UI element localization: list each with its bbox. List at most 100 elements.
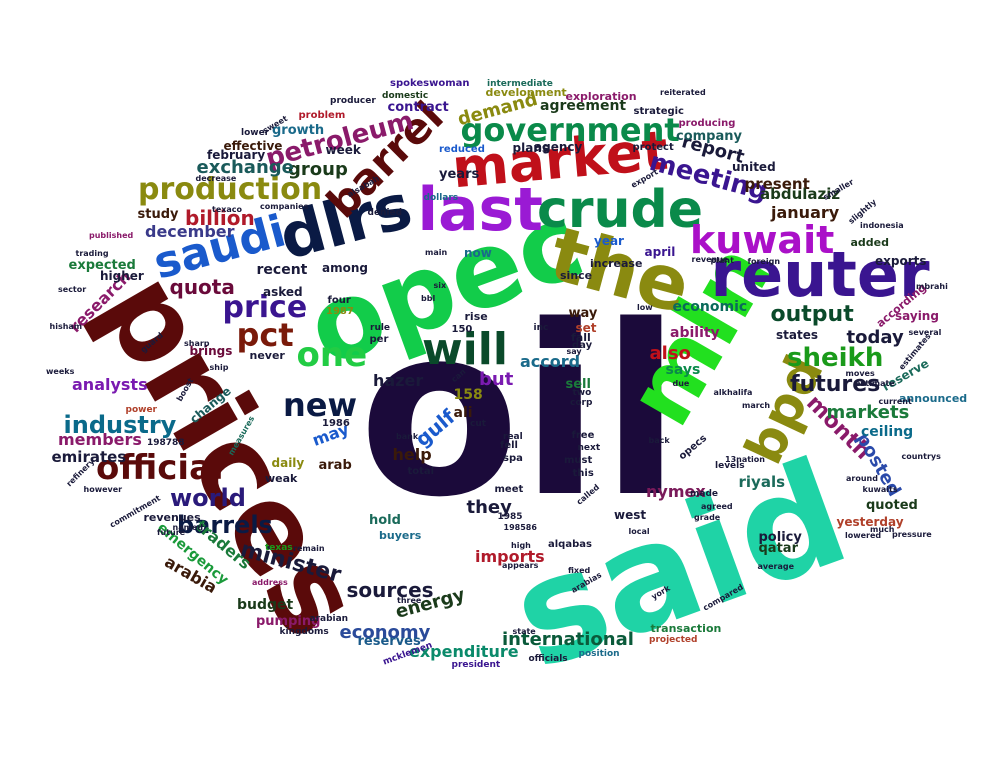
- word-also: also: [649, 343, 691, 364]
- word-alqabas: alqabas: [548, 539, 592, 550]
- word-production: production: [138, 172, 323, 207]
- word-cut: cut: [470, 418, 487, 429]
- word-announced: announced: [899, 391, 968, 405]
- word-low: low: [637, 303, 653, 312]
- word-higher: higher: [100, 269, 144, 283]
- word-economic: economic: [672, 299, 748, 315]
- word-due: due: [672, 379, 690, 388]
- word-sheikh: sheikh: [787, 343, 884, 373]
- word-analysts: analysts: [72, 375, 148, 394]
- word-remain: remain: [293, 544, 325, 553]
- word-real: real: [503, 431, 523, 442]
- word-moves: moves: [845, 369, 875, 378]
- word-agreed: agreed: [701, 502, 733, 511]
- word-united: united: [732, 160, 776, 174]
- word-qatar: qatar: [758, 540, 798, 556]
- word-lower: lower: [241, 127, 270, 138]
- word-say: say: [566, 347, 582, 356]
- word-added: added: [850, 235, 890, 249]
- word-mbrahi: mbrahi: [916, 282, 948, 291]
- word-sources: sources: [346, 578, 434, 602]
- word-industry: industry: [63, 411, 177, 439]
- word-spa: spa: [503, 453, 523, 464]
- word-main: main: [425, 248, 448, 257]
- word-brings: brings: [189, 344, 233, 358]
- word-arab: arab: [318, 457, 352, 473]
- word-much: much: [870, 525, 895, 534]
- word-pct: pct: [236, 316, 294, 354]
- word-rise: rise: [464, 309, 488, 323]
- word-domestic: domestic: [382, 90, 429, 101]
- word-study: study: [137, 206, 179, 222]
- word-kuwaits: kuwaits: [862, 485, 898, 494]
- word-bank: bank: [396, 432, 419, 441]
- word-texas: texas: [265, 542, 293, 553]
- word-week: week: [325, 143, 361, 157]
- word-exploration: exploration: [565, 89, 637, 103]
- word-transaction: transaction: [650, 621, 722, 635]
- word-bbl: bbl: [421, 294, 436, 303]
- word-countrys: countrys: [901, 452, 941, 461]
- word-projected: projected: [649, 634, 698, 645]
- word-crude: crude: [537, 180, 703, 240]
- word-one: one: [296, 335, 368, 375]
- word-1987: 1987: [326, 306, 354, 317]
- word-ship: ship: [209, 363, 229, 372]
- word-three: three: [397, 596, 422, 605]
- word-198788: 198788: [147, 437, 185, 448]
- word-budget: budget: [237, 597, 294, 613]
- word-back: back: [648, 436, 670, 445]
- word-february: february: [207, 148, 266, 162]
- word-saying: saying: [895, 309, 939, 323]
- word-exchange: exchange: [196, 157, 294, 178]
- word-companies: companies: [260, 202, 309, 211]
- word-198586: 198586: [503, 523, 537, 532]
- word-west: west: [614, 508, 647, 522]
- word-year: year: [594, 234, 624, 248]
- word-hold: hold: [369, 512, 401, 528]
- word-barrels: barrels: [177, 511, 273, 539]
- word-free: free: [571, 430, 595, 441]
- word-official: official: [96, 448, 224, 488]
- word-abdulaziz: abdulaziz: [760, 184, 841, 203]
- word-increase: increase: [590, 256, 643, 270]
- word-sell: sell: [565, 376, 591, 392]
- word-set: set: [575, 321, 597, 335]
- word-hisham: hisham: [49, 322, 83, 331]
- word-lowered: lowered: [845, 531, 882, 540]
- word-plans: plans: [512, 141, 550, 155]
- word-oil: oil: [358, 275, 682, 549]
- word-asked: asked: [263, 285, 303, 299]
- word-corp: corp: [570, 397, 593, 408]
- word-nymex: nymex: [646, 482, 706, 501]
- word-january: january: [771, 203, 840, 222]
- word-riyals: riyals: [738, 472, 786, 491]
- word-this: this: [572, 468, 594, 479]
- word-daily: daily: [271, 456, 305, 470]
- word-plant: plant: [710, 256, 734, 265]
- word-but: but: [479, 369, 514, 390]
- word-total: total: [407, 466, 435, 477]
- word-average: average: [757, 562, 795, 571]
- word-six: six: [433, 281, 447, 290]
- word-address: address: [252, 578, 288, 587]
- word-reserves: reserves: [357, 633, 421, 649]
- word-among: among: [322, 261, 368, 275]
- word-158: 158: [453, 387, 483, 403]
- word-high: high: [511, 541, 531, 550]
- word-producer: producer: [330, 95, 376, 106]
- word-kingdoms: kingdoms: [279, 626, 329, 637]
- word-economy: economy: [339, 622, 431, 643]
- word-appears: appears: [502, 561, 539, 570]
- word-however: however: [83, 485, 123, 494]
- word-denied: denied: [367, 207, 403, 218]
- word-two: two: [572, 387, 592, 398]
- word-group: group: [288, 159, 348, 180]
- word-texaco: texaco: [212, 205, 243, 214]
- word-1985: 1985: [497, 511, 523, 522]
- word-agency: agency: [534, 140, 583, 154]
- word-must: must: [564, 455, 593, 466]
- word-agreement: agreement: [540, 98, 627, 114]
- word-problem: problem: [298, 110, 346, 121]
- word-world: world: [170, 484, 246, 512]
